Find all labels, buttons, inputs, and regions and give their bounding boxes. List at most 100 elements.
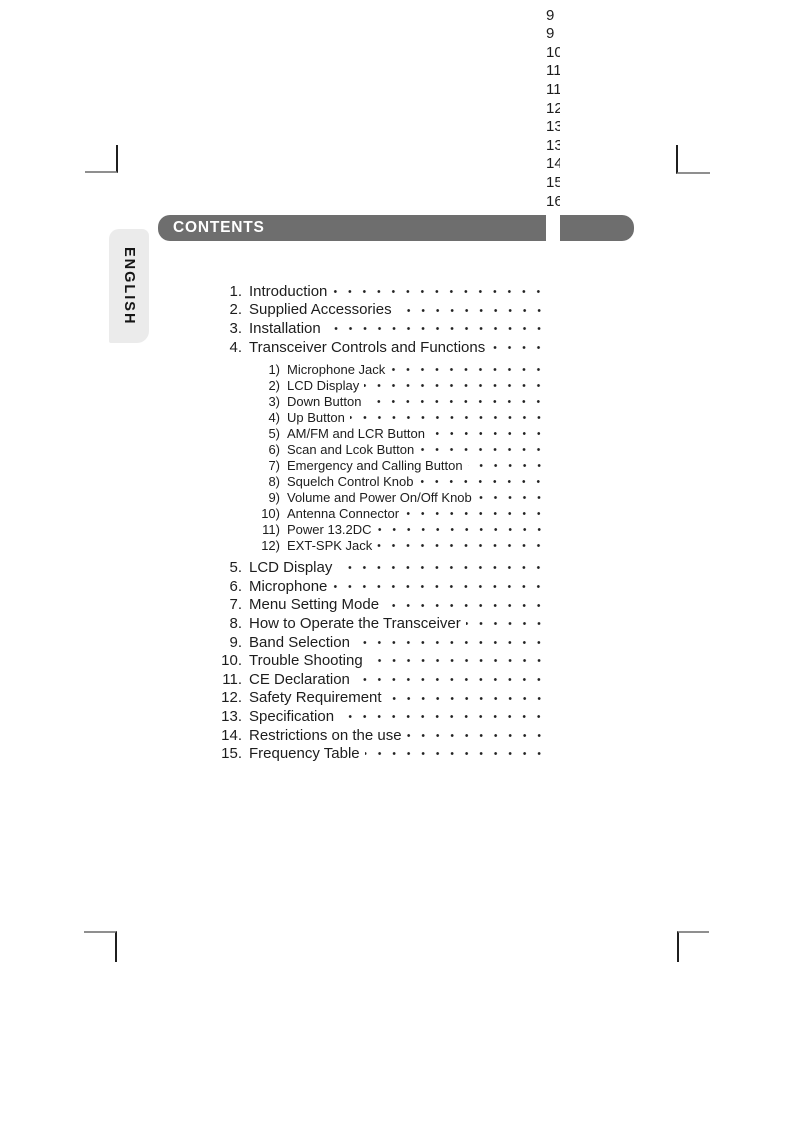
toc-sublist: 1)Microphone Jack62)LCD Display63)Down B… bbox=[219, 0, 560, 1107]
toc-item-number: 8) bbox=[268, 473, 280, 489]
toc-item-number: 5. bbox=[229, 559, 242, 577]
toc-item-label: Transceiver Controls and Functions bbox=[249, 338, 486, 356]
toc-item-label: Squelch Control Knob bbox=[287, 473, 414, 489]
dot-leader bbox=[332, 576, 542, 596]
toc-item: 13. Specification 14 bbox=[219, 155, 560, 1122]
toc-item-number: 1) bbox=[268, 361, 280, 377]
toc-item-number: 11) bbox=[262, 521, 280, 537]
toc-item: 7. Menu Setting Mode 10 bbox=[219, 43, 560, 1122]
toc-item-number: 9) bbox=[268, 489, 280, 505]
dot-leader bbox=[332, 282, 542, 301]
toc-item-label: AM/FM and LCR Button bbox=[287, 425, 425, 441]
toc-item-label: Specification bbox=[249, 707, 335, 725]
toc-item-label: EXT-SPK Jack bbox=[287, 537, 373, 553]
toc-item-number: 8. bbox=[229, 614, 242, 632]
toc-item-label: Introduction bbox=[249, 282, 328, 300]
language-tab-label: ENGLISH bbox=[121, 246, 137, 326]
dot-leader bbox=[366, 393, 542, 410]
toc-item: 1.Introduction3 bbox=[219, 0, 560, 853]
contents-header-bar: CONTENTS bbox=[158, 215, 634, 241]
toc-item-number: 7) bbox=[268, 457, 280, 473]
toc-item-label: How to Operate the Transceiver bbox=[249, 614, 461, 632]
toc-subitem: 11)Power 13.2DC8 bbox=[219, 0, 560, 1091]
toc-item-label: CE Declaration bbox=[249, 670, 350, 688]
toc-subitem: 10)Antenna Connector8 bbox=[219, 0, 560, 1075]
toc-item-label: Microphone bbox=[249, 577, 328, 595]
dot-leader bbox=[430, 425, 542, 442]
toc-item: 14. Restrictions on the use 15 bbox=[219, 174, 560, 1122]
toc-item-number: 6. bbox=[229, 577, 242, 595]
dot-leader bbox=[384, 595, 542, 615]
dot-leader bbox=[376, 521, 542, 538]
toc-item-number: 14. bbox=[221, 726, 242, 744]
toc-item-label: Scan and Lcok Button bbox=[287, 441, 415, 457]
dot-leader bbox=[406, 725, 542, 745]
toc-item-number: 1. bbox=[229, 282, 242, 300]
toc-item: 12. Safety Requirement 13 bbox=[219, 136, 560, 1122]
toc-item-number: 6) bbox=[268, 441, 280, 457]
crop-mark-top-left bbox=[85, 145, 118, 173]
toc-item: 8. How to Operate the Transceiver 11 bbox=[219, 62, 560, 1122]
toc-item-number: 5) bbox=[268, 425, 280, 441]
toc-item-page: 16 bbox=[546, 192, 560, 1122]
toc-item-label: Restrictions on the use bbox=[249, 726, 402, 744]
dot-leader bbox=[490, 337, 542, 357]
dot-leader bbox=[377, 537, 542, 554]
toc-item: 3.Installation3 bbox=[219, 0, 560, 890]
dot-leader bbox=[419, 441, 542, 458]
toc-item: 5. LCD Display 9 bbox=[219, 6, 560, 1122]
toc-item-number: 4) bbox=[268, 409, 280, 425]
contents-title: CONTENTS bbox=[173, 219, 265, 236]
toc-item: 11. CE Declaration 13 bbox=[219, 118, 560, 1122]
dot-leader bbox=[476, 489, 542, 506]
toc-item-number: 12) bbox=[261, 537, 280, 553]
toc-item-number: 2. bbox=[229, 301, 242, 319]
toc-item-label: Installation bbox=[249, 319, 321, 337]
crop-mark-bottom-left bbox=[84, 931, 117, 962]
toc-item-label: Volume and Power On/Off Knob bbox=[287, 489, 472, 505]
crop-mark-bottom-right bbox=[677, 931, 709, 962]
toc-item: 10. Trouble Shooting 12 bbox=[219, 99, 560, 1122]
toc-subitem: 2)LCD Display6 bbox=[219, 0, 560, 947]
dot-leader bbox=[339, 707, 542, 726]
dot-leader bbox=[364, 744, 542, 763]
toc-item-number: 12. bbox=[221, 689, 242, 707]
toc-subitem: 9)Volume and Power On/Off Knob8 bbox=[219, 0, 560, 1059]
toc-item-label: Supplied Accessories bbox=[249, 301, 392, 319]
dot-leader bbox=[418, 473, 542, 490]
dot-leader bbox=[364, 377, 542, 394]
toc-item-label: Microphone Jack bbox=[287, 361, 386, 377]
toc-item-label: Menu Setting Mode bbox=[249, 596, 380, 614]
dot-leader bbox=[465, 614, 542, 633]
toc-subitem: 1)Microphone Jack6 bbox=[219, 0, 560, 931]
dot-leader bbox=[354, 632, 542, 652]
toc-item-number: 10. bbox=[221, 652, 242, 670]
crop-mark-top-right bbox=[676, 145, 710, 174]
dot-leader bbox=[386, 688, 542, 708]
toc-item-label: Frequency Table bbox=[249, 745, 360, 763]
dot-leader bbox=[404, 505, 542, 522]
toc-item-label: Down Button bbox=[287, 393, 362, 409]
toc-subitem: 12)EXT-SPK Jack8 bbox=[219, 0, 560, 1107]
toc-subitem: 8)Squelch Control Knob8 bbox=[219, 0, 560, 1043]
dot-leader bbox=[467, 457, 542, 474]
toc-item-number: 2) bbox=[268, 377, 280, 393]
toc-item: 9. Band Selection 11 bbox=[219, 81, 560, 1122]
toc-item-label: Trouble Shooting bbox=[249, 652, 363, 670]
table-of-contents: 1.Introduction32.Supplied Accessories33.… bbox=[219, 0, 560, 1122]
toc-item-number: 7. bbox=[229, 596, 242, 614]
toc-item-label: Up Button bbox=[287, 409, 345, 425]
toc-item-number: 10) bbox=[261, 505, 280, 521]
toc-item: 4.Transceiver Controls and Functions6 bbox=[219, 0, 560, 909]
dot-leader bbox=[354, 669, 542, 689]
dot-leader bbox=[337, 558, 542, 577]
toc-item-label: Emergency and Calling Button bbox=[287, 457, 463, 473]
toc-item: 15. Frequency Table 16 bbox=[219, 192, 560, 1122]
